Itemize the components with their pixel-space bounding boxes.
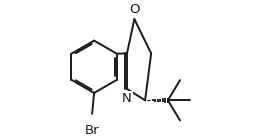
- Text: Br: Br: [85, 124, 99, 137]
- Text: N: N: [122, 92, 132, 105]
- Text: O: O: [129, 4, 140, 17]
